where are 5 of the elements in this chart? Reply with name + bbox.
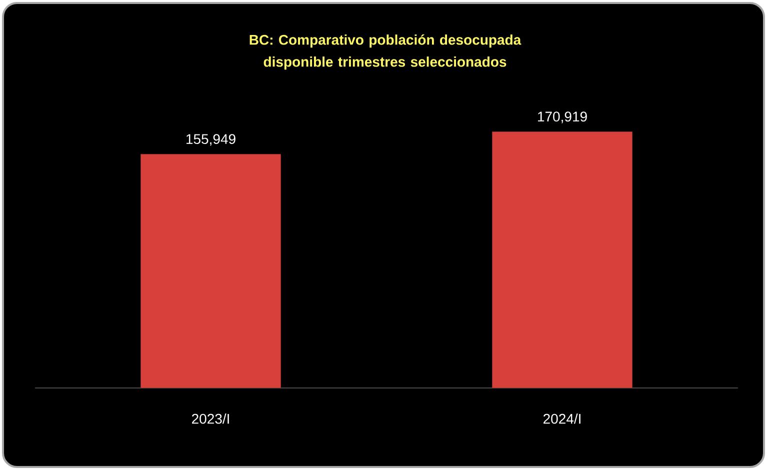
data-label: 170,919 [538, 112, 587, 124]
data-label: 155,949 [186, 134, 236, 146]
chart-title: BC: Comparativo población desocupada disponible trimestres seleccionados [250, 34, 522, 70]
x-tick-label: 2024/I [544, 414, 580, 424]
x-tick-label: 2023/I [192, 414, 229, 424]
